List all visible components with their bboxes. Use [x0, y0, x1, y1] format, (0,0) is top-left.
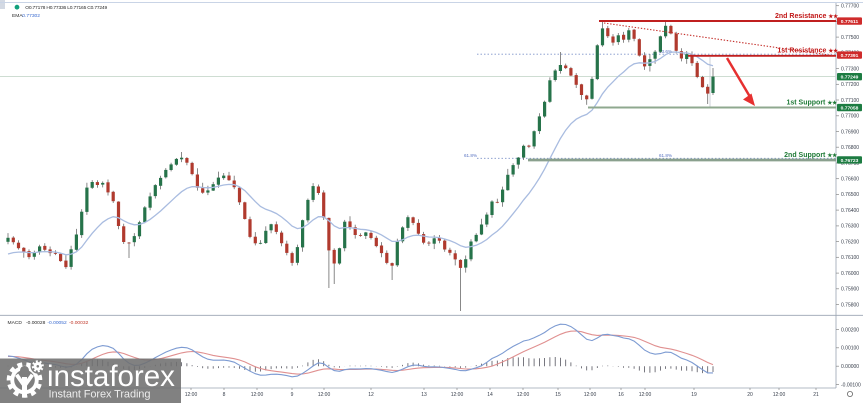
svg-text:0.76100: 0.76100 [841, 255, 859, 261]
svg-text:1st Resistance ★★: 1st Resistance ★★ [777, 48, 838, 55]
svg-text:-0.00100: -0.00100 [841, 382, 861, 388]
svg-text:21: 21 [813, 392, 819, 398]
svg-text:61.8%: 61.8% [464, 153, 477, 158]
svg-text:0.77200: 0.77200 [841, 82, 859, 88]
svg-text:61.8%: 61.8% [659, 153, 672, 158]
svg-text:0.76723: 0.76723 [841, 158, 859, 164]
svg-text:1st Support ★★: 1st Support ★★ [786, 100, 837, 107]
svg-text:16: 16 [618, 392, 624, 398]
svg-text:instaforex: instaforex [47, 360, 175, 393]
svg-text:12:00: 12:00 [251, 392, 264, 398]
svg-text:-0.00052: -0.00052 [47, 320, 67, 326]
svg-text:2nd Resistance ★★: 2nd Resistance ★★ [775, 13, 838, 20]
svg-text:0.00100: 0.00100 [841, 346, 859, 352]
svg-text:8: 8 [223, 392, 226, 398]
svg-text:0.77058: 0.77058 [841, 106, 859, 112]
svg-text:12:00: 12:00 [639, 392, 652, 398]
svg-text:0.76600: 0.76600 [841, 177, 859, 183]
svg-text:15: 15 [555, 392, 561, 398]
svg-text:0.76800: 0.76800 [841, 145, 859, 151]
svg-text:2nd Support ★★: 2nd Support ★★ [784, 152, 837, 159]
svg-text:-0.00032: -0.00032 [69, 320, 89, 326]
svg-text:12:00: 12:00 [185, 392, 198, 398]
svg-text:0.77100: 0.77100 [841, 98, 859, 104]
svg-text:0.77700: 0.77700 [841, 4, 859, 10]
svg-text:23.6%: 23.6% [659, 49, 672, 54]
svg-text:O0.77178 H0.77336 L0.77165: O0.77178 H0.77336 L0.77165 C0.77249 [25, 5, 107, 11]
svg-text:12: 12 [368, 392, 374, 398]
svg-text:12:00: 12:00 [451, 392, 464, 398]
svg-text:0.76700: 0.76700 [841, 161, 859, 167]
svg-text:EMA: EMA [12, 13, 23, 19]
svg-text:0.77000: 0.77000 [841, 114, 859, 120]
svg-text:0.00200: 0.00200 [841, 327, 859, 333]
svg-text:0.77300: 0.77300 [841, 66, 859, 72]
svg-text:0.77302: 0.77302 [22, 13, 40, 19]
svg-text:-0.00028: -0.00028 [26, 320, 46, 326]
svg-text:12:00: 12:00 [517, 392, 530, 398]
svg-text:12:00: 12:00 [773, 392, 786, 398]
svg-text:0.76900: 0.76900 [841, 129, 859, 135]
svg-text:13: 13 [421, 392, 427, 398]
svg-text:19: 19 [691, 392, 697, 398]
svg-text:9: 9 [291, 392, 294, 398]
svg-text:14: 14 [487, 392, 493, 398]
svg-text:0.77611: 0.77611 [841, 19, 859, 25]
svg-text:0.76300: 0.76300 [841, 224, 859, 230]
svg-text:12:00: 12:00 [584, 392, 597, 398]
svg-text:0.76200: 0.76200 [841, 239, 859, 245]
svg-text:0.77391: 0.77391 [841, 53, 859, 59]
svg-text:0.76500: 0.76500 [841, 192, 859, 198]
svg-text:12:00: 12:00 [318, 392, 331, 398]
svg-text:0.76000: 0.76000 [841, 271, 859, 277]
svg-text:0.76400: 0.76400 [841, 208, 859, 214]
svg-text:0.00000: 0.00000 [841, 364, 859, 370]
svg-text:0.77249: 0.77249 [841, 75, 859, 81]
svg-text:Instant Forex Trading: Instant Forex Trading [49, 389, 151, 401]
svg-text:0.75900: 0.75900 [841, 287, 859, 293]
svg-text:0.75800: 0.75800 [841, 302, 859, 308]
svg-text:MACD: MACD [8, 320, 23, 326]
svg-text:20: 20 [747, 392, 753, 398]
svg-text:0.77500: 0.77500 [841, 35, 859, 41]
